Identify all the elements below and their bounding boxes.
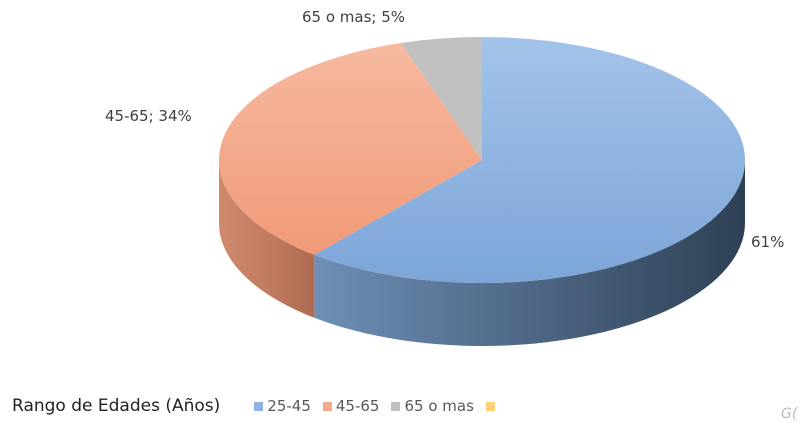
legend-swatch-45-65 [322,401,332,411]
legend-item-25-45: 25-45 [254,397,311,415]
legend-label-65-o-mas: 65 o mas [404,397,474,415]
legend-swatch-65-o-mas [391,401,401,411]
legend-title: Rango de Edades (Años) [12,396,221,416]
legend-item-65-o-mas: 65 o mas [391,397,474,415]
data-label-25-45: 61% [751,233,784,251]
pie-side-25-45 [314,160,745,346]
pie-slice-45-65 [219,43,483,255]
legend-swatch-4 [485,401,495,411]
pie-chart: 61% 45-65; 34% 65 o mas; 5% [105,8,784,346]
legend-item-4 [485,401,499,411]
data-label-45-65: 45-65; 34% [105,107,192,125]
legend-label-25-45: 25-45 [267,397,311,415]
data-label-65-o-mas: 65 o mas; 5% [302,8,405,26]
pie-slice-25-45 [314,37,746,283]
pie-slice-65-o-mas [400,37,482,160]
legend-label-45-65: 45-65 [335,397,380,415]
corner-text: G( [781,406,798,422]
legend-swatch-25-45 [254,401,264,411]
legend-item-45-65: 45-65 [322,397,380,415]
pie-side-45-65 [219,160,315,318]
legend: Rango de Edades (Años) 25-45 45-65 65 o … [12,394,511,418]
